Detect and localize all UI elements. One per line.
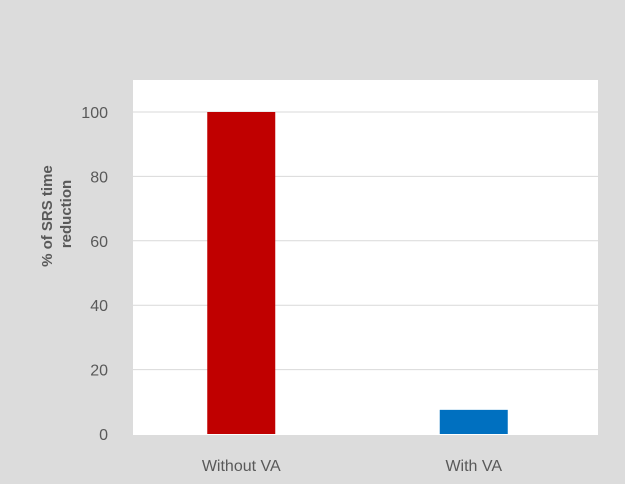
- y-tick-label: 20: [90, 363, 108, 380]
- x-axis-ticks: Without VA With VA: [202, 458, 503, 475]
- plot-area: [133, 80, 598, 435]
- y-tick-label: 60: [90, 234, 108, 251]
- bar-with-va: [439, 409, 508, 434]
- bars: [207, 112, 508, 434]
- y-tick-label: 100: [81, 105, 108, 122]
- x-tick-label: Without VA: [202, 458, 281, 475]
- bar-without-va: [207, 112, 276, 434]
- x-tick-label: With VA: [445, 458, 502, 475]
- y-axis-label: % of SRS time reduction: [39, 161, 75, 267]
- y-tick-label: 80: [90, 169, 108, 186]
- y-axis-ticks: 0 20 40 60 80 100: [81, 105, 108, 444]
- y-tick-label: 0: [99, 427, 108, 444]
- y-axis-label-line-1: % of SRS time: [39, 165, 56, 267]
- y-tick-label: 40: [90, 298, 108, 315]
- y-axis-label-line-2: reduction: [58, 180, 75, 248]
